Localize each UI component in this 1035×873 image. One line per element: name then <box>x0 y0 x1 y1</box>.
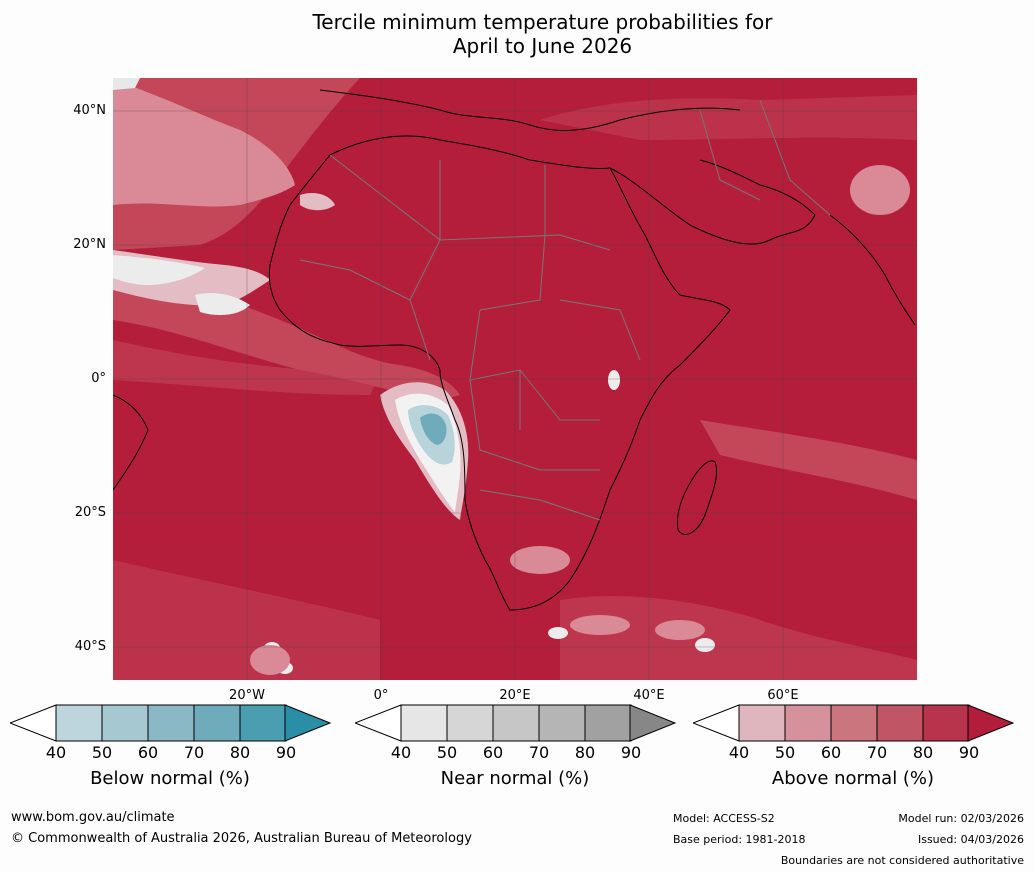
tick: 80 <box>229 743 251 762</box>
tick: 70 <box>183 743 205 762</box>
colorbar-above-swatches <box>738 704 970 742</box>
south-america-coastline <box>113 394 149 491</box>
tick: 80 <box>912 743 934 762</box>
lat-label-40s: 40°S <box>74 639 106 654</box>
colorbar-above-swatch <box>922 704 970 742</box>
tick: 50 <box>91 743 113 762</box>
tick: 50 <box>436 743 458 762</box>
footer-disclaimer: Boundaries are not considered authoritat… <box>780 854 1024 867</box>
lon-label-60e: 60°E <box>767 688 799 703</box>
colorbar-near-swatch <box>400 704 448 742</box>
tick: 70 <box>528 743 550 762</box>
colorbar-below-arrow <box>284 704 332 742</box>
scattered-mid-patches <box>250 165 910 675</box>
colorbar-above <box>693 704 1015 742</box>
colorbar-below <box>10 704 332 742</box>
tick: 40 <box>45 743 67 762</box>
africa-coastline <box>268 135 731 611</box>
colorbar-above-arrow <box>967 704 1015 742</box>
footer-copyright: © Commonwealth of Australia 2026, Austra… <box>11 831 472 846</box>
colorbar-above-swatch <box>876 704 924 742</box>
colorbar-below-title: Below normal (%) <box>90 768 250 789</box>
europe-coastline <box>319 89 741 131</box>
tick: 90 <box>958 743 980 762</box>
tick: 60 <box>820 743 842 762</box>
india-coastline <box>829 214 916 326</box>
madagascar-coastline <box>676 460 718 535</box>
map-title-line1: Tercile minimum temperature probabilitie… <box>312 10 773 34</box>
colorbar-near-title: Near normal (%) <box>440 768 590 789</box>
colorbar-near-swatch <box>584 704 632 742</box>
colorbar-near-swatch <box>538 704 586 742</box>
lat-label-eq: 0° <box>91 371 106 386</box>
map-title-line2: April to June 2026 <box>452 34 633 58</box>
colorbar-below-swatch <box>193 704 241 742</box>
colorbar-near <box>355 704 677 742</box>
footer-model-run: Model run: 02/03/2026 <box>898 812 1024 825</box>
tick: 50 <box>774 743 796 762</box>
footer-website: www.bom.gov.au/climate <box>11 810 175 825</box>
colorbar-near-arrow <box>629 704 677 742</box>
tick: 40 <box>390 743 412 762</box>
tick: 90 <box>275 743 297 762</box>
tick: 80 <box>574 743 596 762</box>
colorbar-above-swatch <box>830 704 878 742</box>
footer-base-period: Base period: 1981-2018 <box>673 833 806 846</box>
colorbar-below-swatch <box>101 704 149 742</box>
tick: 60 <box>137 743 159 762</box>
tick: 60 <box>482 743 504 762</box>
nw-atlantic-light-patches <box>113 78 335 316</box>
benguela-cold-patch <box>380 382 469 520</box>
colorbar-near-swatch <box>492 704 540 742</box>
country-borders <box>299 99 831 521</box>
tick: 90 <box>620 743 642 762</box>
lon-label-0: 0° <box>373 688 389 703</box>
lon-label-20e: 20°E <box>499 688 531 703</box>
lat-label-40n: 40°N <box>73 103 106 118</box>
colorbar-below-swatches <box>55 704 287 742</box>
colorbar-above-swatch <box>784 704 832 742</box>
lat-label-20n: 20°N <box>73 237 106 252</box>
colorbar-near-swatch <box>446 704 494 742</box>
lat-label-20s: 20°S <box>74 505 106 520</box>
colorbar-below-swatch <box>147 704 195 742</box>
tick: 70 <box>866 743 888 762</box>
tick: 40 <box>728 743 750 762</box>
lon-label-20w: 20°W <box>229 688 265 703</box>
map-title: Tercile minimum temperature probabilitie… <box>0 10 1035 58</box>
footer-issued: Issued: 04/03/2026 <box>917 833 1024 846</box>
colorbar-above-swatch <box>738 704 786 742</box>
graticule <box>113 78 917 680</box>
colorbar-near-swatches <box>400 704 632 742</box>
arabia-coastline <box>609 159 816 245</box>
colorbar-below-swatch <box>239 704 287 742</box>
footer-model: Model: ACCESS-S2 <box>673 812 775 825</box>
colorbar-above-title: Above normal (%) <box>771 768 935 789</box>
colorbar-below-swatch <box>55 704 103 742</box>
lon-label-40e: 40°E <box>633 688 665 703</box>
